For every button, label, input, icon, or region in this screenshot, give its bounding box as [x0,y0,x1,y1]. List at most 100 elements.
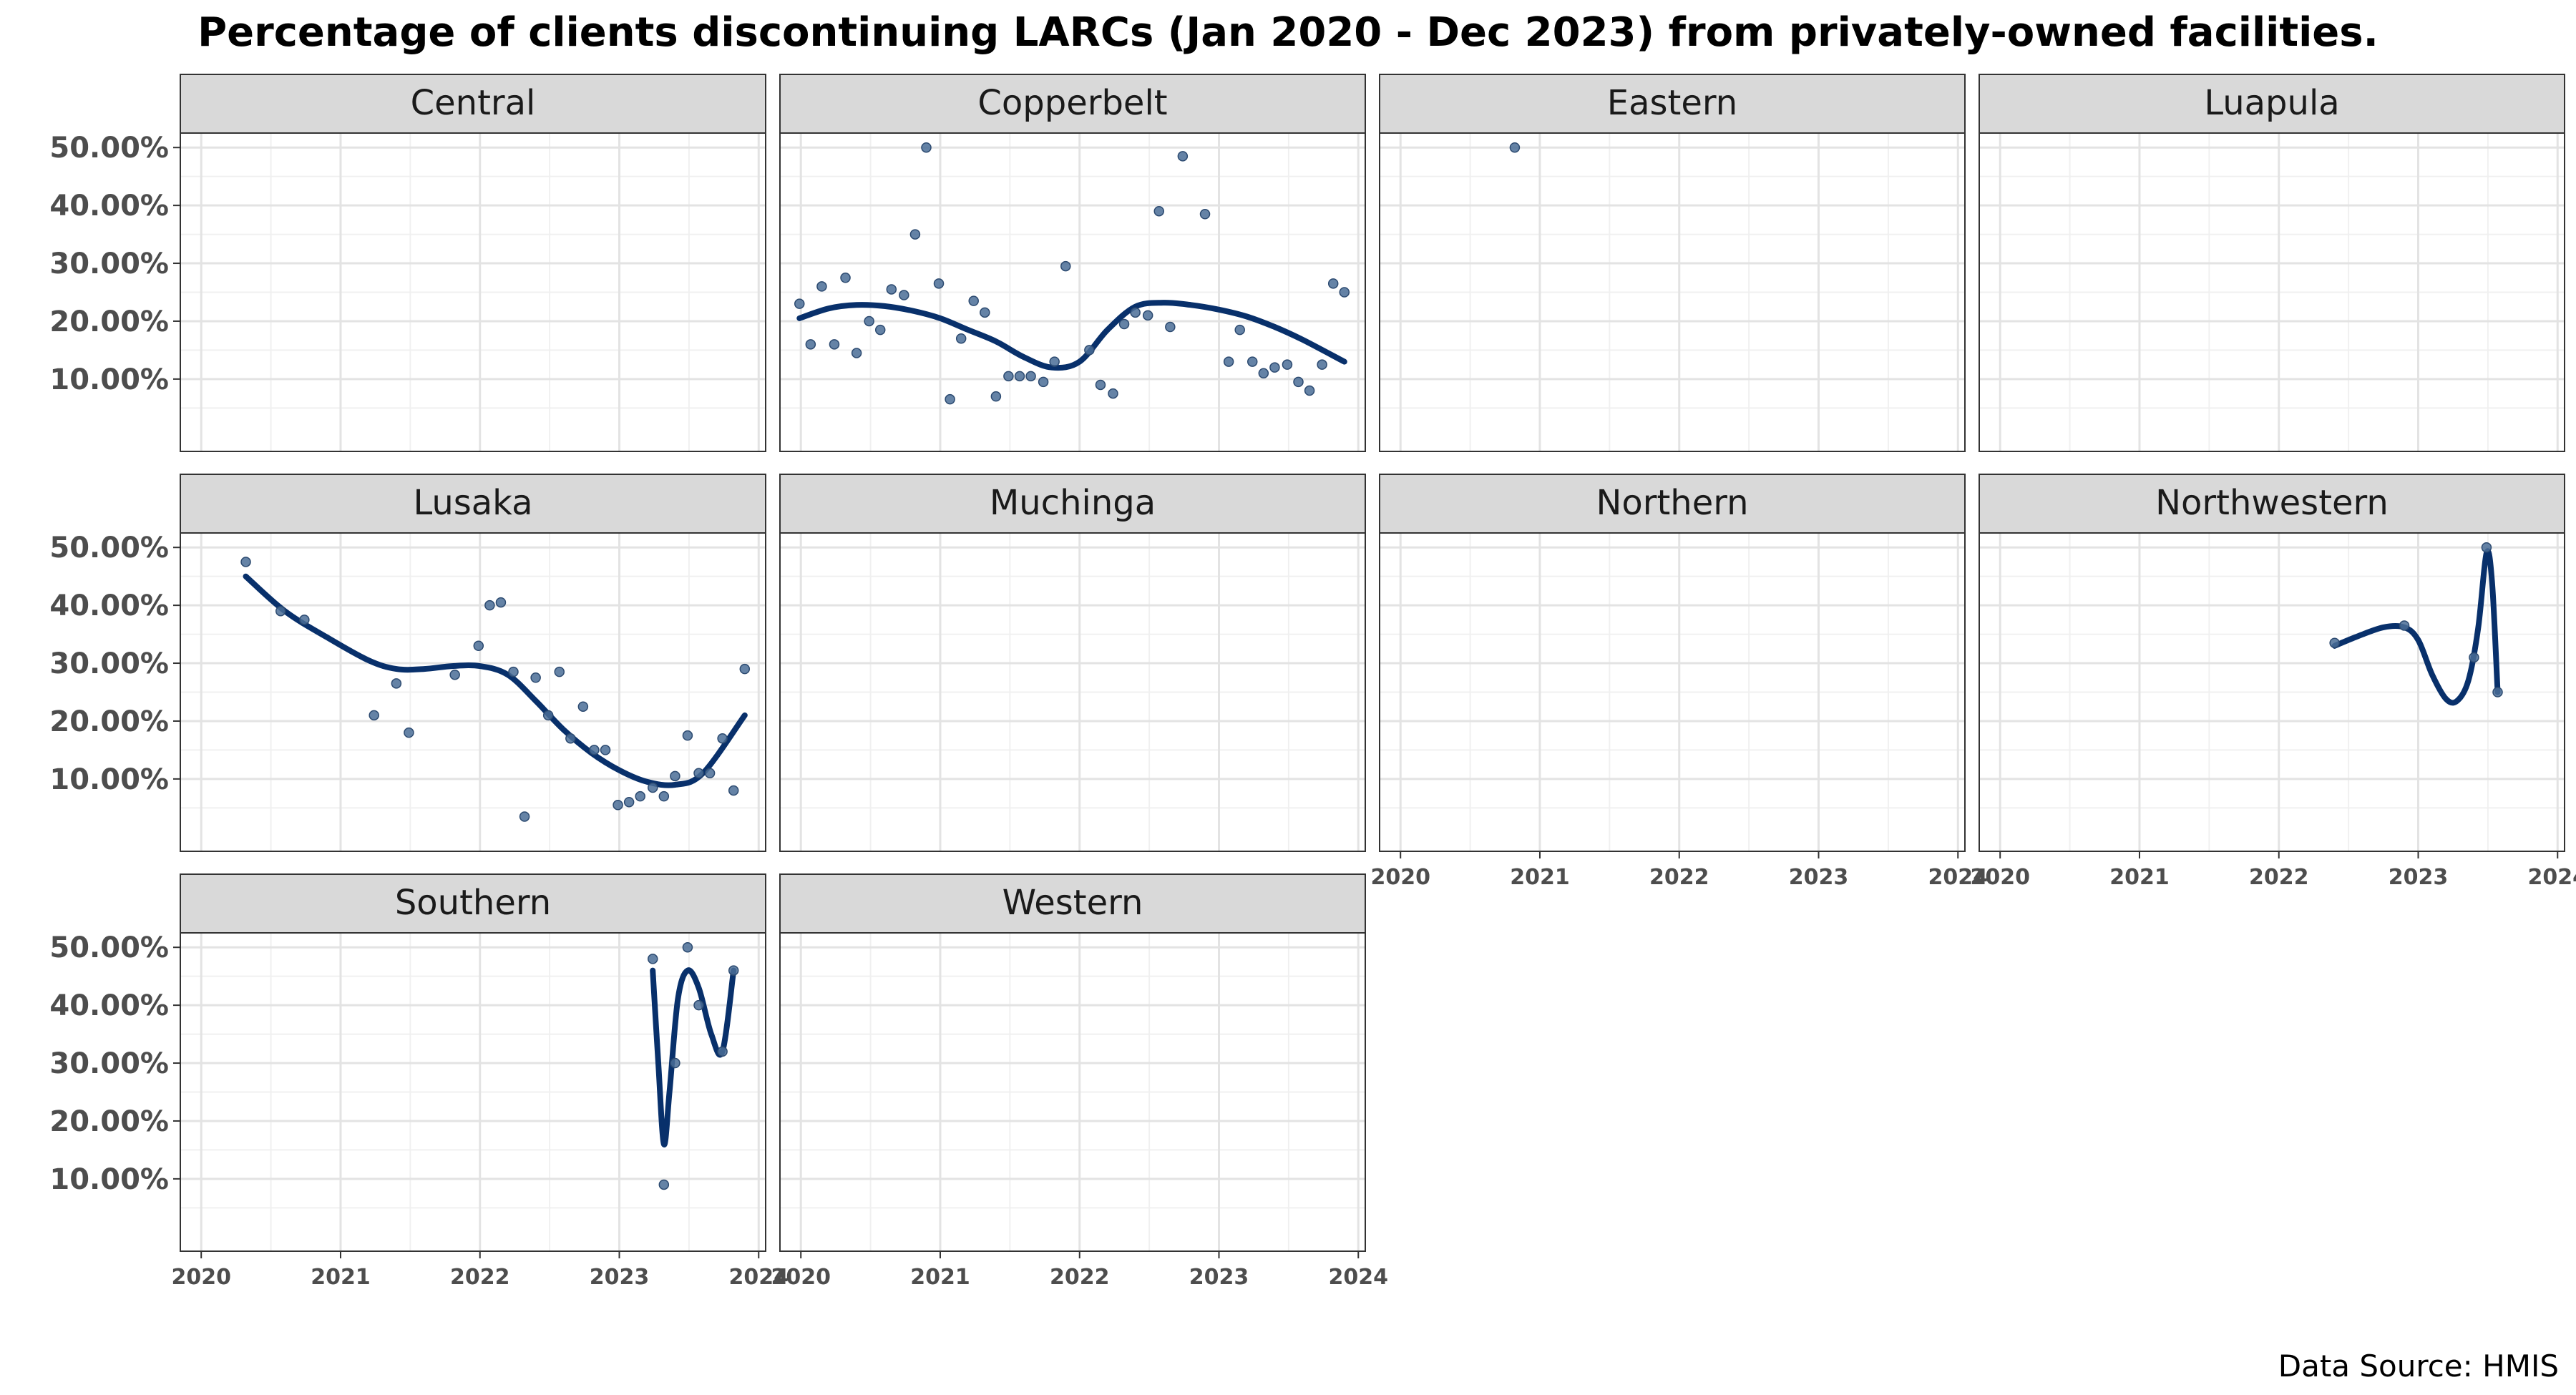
data-point [1234,324,1245,336]
data-point [980,307,990,318]
data-point [829,339,840,350]
strip-background [1979,474,2565,534]
y-tick-label: 10.00% [49,363,169,396]
x-tick-label: 2023 [590,1265,650,1290]
data-point [1317,359,1327,370]
y-tick-label: 50.00% [49,532,169,564]
x-tick-label: 2023 [1189,1265,1249,1290]
facet-panel-lusaka: Lusaka 10.00% 20.00% 30.00% 40.00% 50.00% [49,474,766,852]
x-tick-label: 2024 [1928,865,1989,890]
data-point [1095,379,1106,391]
data-point [391,678,402,689]
data-point [1177,151,1189,162]
strip-label: Northwestern [2155,483,2389,523]
data-point [968,295,979,306]
x-tick-label: 2023 [2389,865,2449,890]
data-point [495,597,507,608]
data-point [816,281,827,292]
data-point [647,782,658,793]
strip-label: Lusaka [413,483,532,523]
data-point [1258,368,1269,379]
chart-title: Percentage of clients discontinuing LARC… [197,9,2379,56]
data-point [240,557,251,567]
data-point [682,941,693,953]
data-point [519,811,530,822]
data-point [899,290,909,300]
strip-label: Northern [1596,483,1748,523]
data-point [1049,356,1060,367]
data-point [886,284,897,295]
x-tick-label: 2020 [1370,865,1430,890]
data-point [955,333,967,344]
data-point [1282,359,1293,370]
data-point [670,770,680,782]
facet-panel-central: Central 10.00% 20.00% 30.00% 40.00% 50.00% [49,74,766,452]
facet-panel-southern: Southern 10.00% 20.00% 30.00% 40.00% 50.00% 20… [49,873,789,1290]
strip-background [1379,474,1966,534]
facet-panels: Central 10.00% 20.00% 30.00% 40.00% 50.00% Cop… [49,74,2576,1290]
data-point [704,768,716,779]
data-point [1153,205,1165,217]
data-point [1130,307,1141,318]
x-tick-label: 2021 [1510,865,1570,890]
data-point [1246,356,1258,367]
data-point [717,1046,728,1057]
facet-panel-luapula: Luapula [1979,74,2565,452]
x-tick-label: 2024 [2528,865,2576,890]
data-point [1084,345,1095,356]
data-point [864,315,874,327]
data-point [473,640,484,652]
data-point [805,339,816,350]
strip-label: Muchinga [990,483,1156,523]
x-tick-label: 2024 [1329,1265,1389,1290]
smooth-trend-line [796,300,1347,371]
y-tick-label: 50.00% [49,931,169,964]
strip-label: Central [411,83,536,123]
data-point [874,324,886,336]
data-point [2399,620,2410,631]
data-point [565,733,576,744]
y-tick-label: 40.00% [49,989,169,1022]
y-tick-label: 10.00% [49,763,169,796]
x-tick-label: 2022 [1649,865,1709,890]
y-tick-label: 50.00% [49,132,169,165]
data-source-caption: Data Source: HMIS [2278,1348,2559,1384]
x-tick-label: 2020 [1970,865,2030,890]
data-point [577,701,589,712]
x-tick-label: 2021 [311,1265,371,1290]
data-point [299,615,310,625]
strip-label: Southern [395,883,551,923]
data-point [484,599,495,611]
data-point [1509,142,1521,153]
data-point [851,348,862,358]
x-tick-label: 2023 [1789,865,1849,890]
data-point [693,999,704,1011]
y-tick-label: 30.00% [49,647,169,680]
data-point [589,745,600,755]
data-point [554,666,565,677]
data-point [2329,637,2340,648]
facet-panel-northwestern: Northwestern 2020 2021 2022 2023 2024 [1970,474,2576,890]
strip-label: Luapula [2204,83,2339,123]
y-tick-label: 40.00% [49,190,169,222]
data-point [1327,278,1339,289]
facet-panel-copperbelt: Copperbelt [779,74,1366,452]
data-point [2469,652,2479,663]
data-point [1293,376,1304,388]
y-tick-label: 30.00% [49,1047,169,1080]
strip-background [1979,74,2565,134]
data-point [794,298,805,309]
data-point [1142,310,1153,321]
data-point [1223,356,1234,367]
data-point [275,605,286,617]
strip-background [1379,74,1966,134]
data-point [840,273,851,283]
strip-background [180,873,766,934]
strip-label: Western [1002,883,1143,923]
data-point [1038,376,1049,388]
smooth-trend-line [650,967,737,1147]
data-point [945,393,955,405]
data-point [1003,371,1014,382]
x-tick-label: 2021 [2109,865,2170,890]
